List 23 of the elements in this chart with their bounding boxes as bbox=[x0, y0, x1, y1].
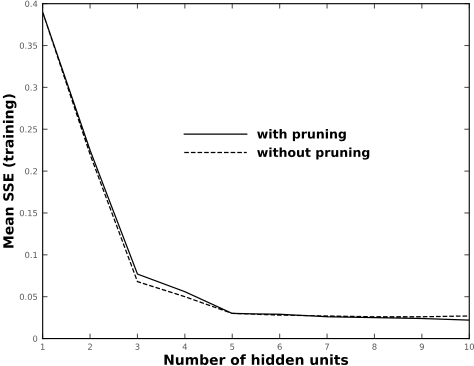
y-axis-title: Mean SSE (training) bbox=[2, 94, 16, 248]
y-tick-label: 0.15 bbox=[20, 210, 38, 216]
x-tick-label: 4 bbox=[182, 344, 188, 350]
y-tick-label: 0.05 bbox=[20, 294, 38, 300]
y-tick-label: 0.4 bbox=[25, 0, 38, 7]
y-tick-label: 0.3 bbox=[25, 84, 38, 91]
x-tick-label: 2 bbox=[88, 344, 92, 350]
legend-label: with pruning bbox=[257, 128, 346, 142]
x-tick-label: 8 bbox=[372, 344, 377, 350]
y-tick-label: 0 bbox=[33, 336, 38, 342]
y-tick-label: 0.25 bbox=[20, 126, 38, 133]
x-axis-title: Number of hidden units bbox=[164, 354, 348, 366]
x-tick-label: 6 bbox=[278, 344, 282, 350]
x-tick-label: 1 bbox=[40, 344, 45, 350]
y-tick-label: 0.2 bbox=[25, 168, 37, 174]
legend-label: without pruning bbox=[257, 147, 370, 160]
x-tick-label: 10 bbox=[464, 344, 474, 350]
x-tick-label: 5 bbox=[230, 344, 234, 350]
y-tick-label: 0.35 bbox=[20, 42, 38, 49]
x-tick-label: 3 bbox=[135, 344, 140, 350]
x-tick-label: 9 bbox=[420, 344, 424, 350]
x-tick-label: 7 bbox=[325, 344, 329, 350]
y-tick-label: 0.1 bbox=[25, 252, 38, 258]
